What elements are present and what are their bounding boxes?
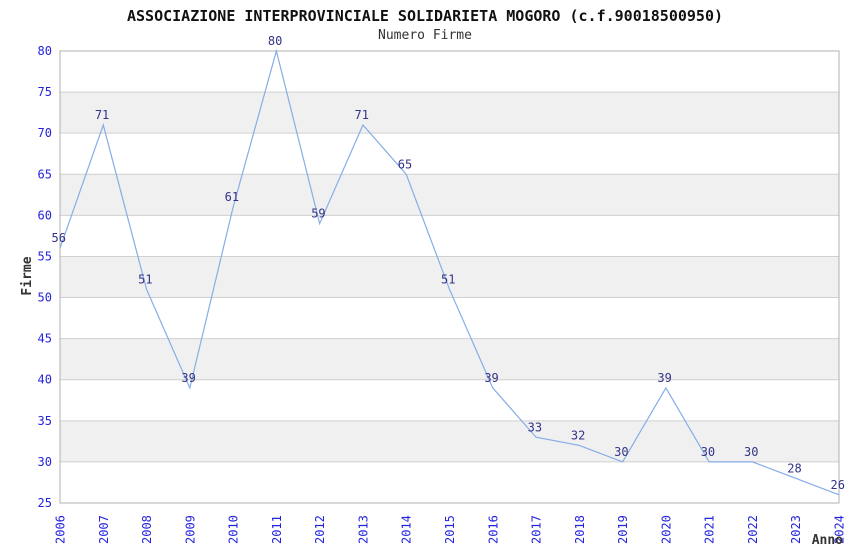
point-label: 39 bbox=[181, 371, 195, 385]
plot-border bbox=[59, 50, 840, 504]
y-tick-label: 60 bbox=[38, 208, 52, 222]
x-tick-label: 2017 bbox=[530, 515, 544, 544]
x-tick-label: 2021 bbox=[703, 515, 717, 544]
point-label: 32 bbox=[571, 428, 585, 442]
band-stripe bbox=[60, 174, 839, 216]
point-label: 51 bbox=[441, 272, 455, 286]
y-tick-label: 40 bbox=[38, 373, 52, 387]
point-label: 33 bbox=[528, 420, 542, 434]
point-label: 65 bbox=[398, 157, 412, 171]
chart-title: ASSOCIAZIONE INTERPROVINCIALE SOLIDARIET… bbox=[126, 7, 724, 25]
point-label: 80 bbox=[268, 34, 282, 48]
y-tick-label: 70 bbox=[38, 126, 52, 140]
band-stripe bbox=[60, 420, 839, 462]
y-tick-label: 65 bbox=[38, 167, 52, 181]
point-label: 59 bbox=[311, 207, 325, 221]
x-tick-label: 2007 bbox=[97, 515, 111, 544]
point-label: 30 bbox=[701, 445, 715, 459]
x-tick-label: 2022 bbox=[746, 515, 760, 544]
y-tick-label: 45 bbox=[38, 332, 52, 346]
y-tick-label: 35 bbox=[38, 414, 52, 428]
x-tick-label: 2024 bbox=[833, 515, 847, 544]
x-tick-label: 2011 bbox=[270, 515, 284, 544]
x-tick-label: 2014 bbox=[400, 515, 414, 544]
band-stripe bbox=[60, 92, 839, 134]
y-tick-label: 50 bbox=[38, 291, 52, 305]
point-label: 26 bbox=[831, 478, 845, 492]
y-tick-label: 30 bbox=[38, 455, 52, 469]
x-tick-label: 2015 bbox=[443, 515, 457, 544]
x-axis-title: Anno bbox=[812, 533, 843, 548]
point-label: 39 bbox=[657, 371, 671, 385]
point-label: 30 bbox=[614, 445, 628, 459]
x-tick-label: 2009 bbox=[183, 515, 197, 544]
x-tick-label: 2006 bbox=[54, 515, 68, 544]
point-label: 51 bbox=[138, 272, 152, 286]
chart-subtitle: Numero Firme bbox=[378, 28, 472, 43]
x-tick-label: 2018 bbox=[573, 515, 587, 544]
x-tick-label: 2008 bbox=[140, 515, 154, 544]
point-label: 28 bbox=[787, 461, 801, 475]
point-label: 61 bbox=[225, 190, 239, 204]
x-tick-label: 2019 bbox=[616, 515, 630, 544]
point-label: 56 bbox=[52, 231, 66, 245]
point-label: 71 bbox=[95, 108, 109, 122]
band-stripe bbox=[60, 338, 839, 380]
point-label: 39 bbox=[484, 371, 498, 385]
point-label: 71 bbox=[354, 108, 368, 122]
y-tick-label: 55 bbox=[38, 249, 52, 263]
y-tick-label: 75 bbox=[38, 85, 52, 99]
y-tick-label: 25 bbox=[38, 496, 52, 510]
x-tick-label: 2016 bbox=[486, 515, 500, 544]
y-axis-title: Firme bbox=[20, 256, 35, 295]
x-tick-label: 2020 bbox=[659, 515, 673, 544]
point-label: 30 bbox=[744, 445, 758, 459]
y-tick-label: 80 bbox=[38, 44, 52, 58]
x-tick-label: 2012 bbox=[313, 515, 327, 544]
x-tick-label: 2010 bbox=[227, 515, 241, 544]
x-tick-label: 2013 bbox=[356, 515, 370, 544]
x-tick-label: 2023 bbox=[789, 515, 803, 544]
data-line bbox=[59, 48, 840, 496]
